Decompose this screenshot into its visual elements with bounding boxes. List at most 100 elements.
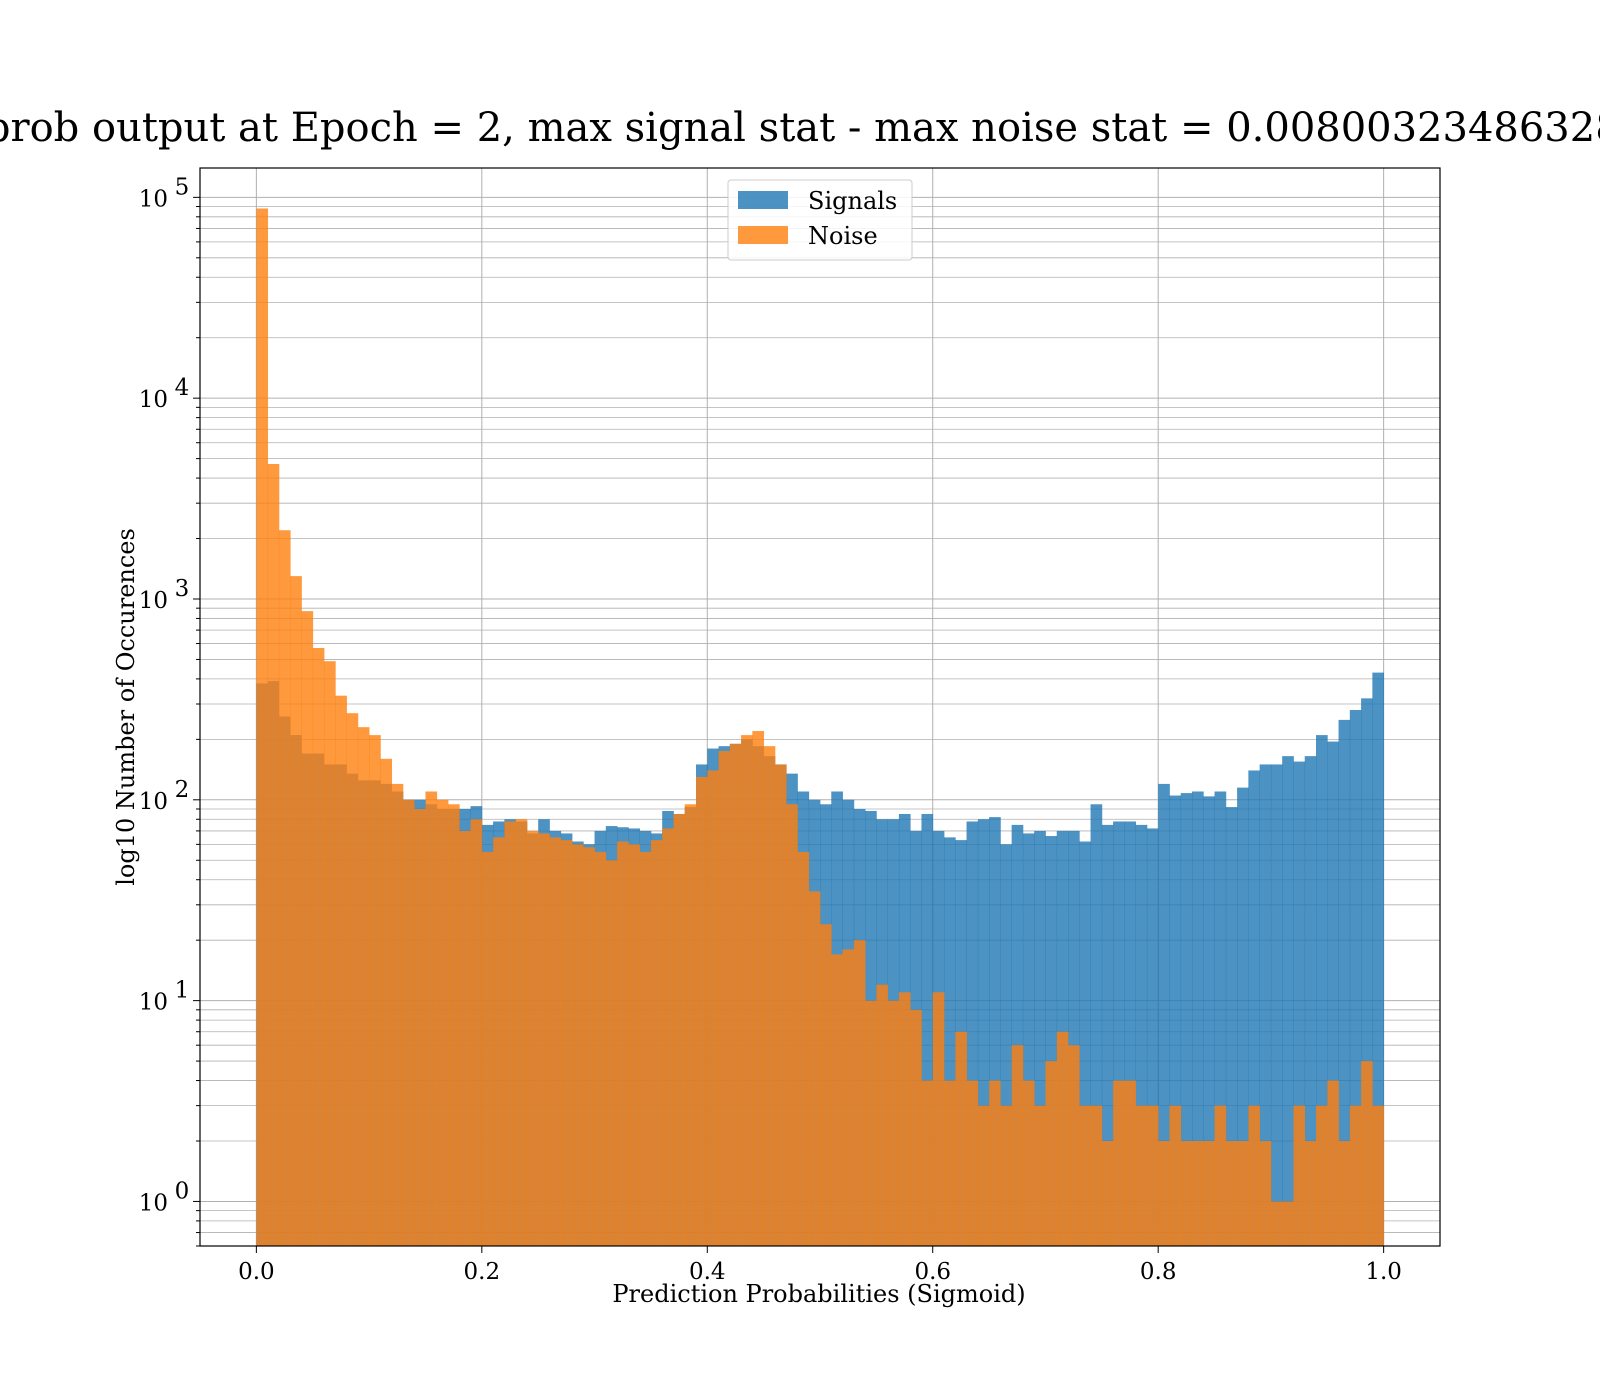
histogram-bar: [752, 731, 765, 1246]
histogram-bar: [290, 576, 302, 1246]
histogram-bar: [1022, 1080, 1035, 1246]
histogram-bar: [1045, 1061, 1058, 1246]
histogram-bar: [414, 808, 426, 1246]
histogram-bar: [1225, 1140, 1238, 1246]
plot-frame: [199, 167, 1441, 1247]
histogram-bar: [808, 891, 821, 1246]
histogram-bar: [402, 799, 415, 1246]
histogram-bar: [1237, 1140, 1249, 1246]
series-noise: [256, 208, 1385, 1247]
histogram-bar: [1248, 770, 1261, 1246]
histogram-bar: [1316, 735, 1328, 1246]
histogram-bar: [436, 799, 449, 1246]
histogram-bar: [1011, 1045, 1024, 1246]
histogram-bar: [1361, 1061, 1373, 1246]
histogram-bar: [1270, 1201, 1283, 1246]
histogram-bar: [1338, 1140, 1351, 1246]
y-tick-exponent: 3: [175, 576, 190, 602]
histogram-bar: [448, 804, 460, 1246]
histogram-bar: [1101, 1140, 1114, 1246]
histogram-bar: [1214, 1105, 1227, 1246]
histogram-bar: [1169, 1105, 1182, 1246]
y-tick-base: 10: [139, 789, 168, 815]
legend-label-noise: Noise: [808, 222, 878, 250]
histogram-bar: [605, 860, 618, 1246]
histogram-bar: [1079, 1105, 1091, 1246]
histogram-bar: [1169, 795, 1182, 1246]
histogram-bar: [1304, 756, 1317, 1246]
histogram-bar: [391, 783, 404, 1246]
histogram-bar: [594, 851, 607, 1246]
histogram-bar: [1237, 787, 1249, 1246]
histogram-bar: [324, 661, 336, 1246]
histogram-bar: [1192, 791, 1204, 1246]
histogram-bar: [1180, 1140, 1193, 1246]
histogram-bar: [425, 791, 438, 1246]
histogram-bar: [1180, 793, 1193, 1246]
histogram-bar: [1248, 1105, 1261, 1246]
legend: Signals Noise: [727, 179, 913, 261]
histogram-bar: [774, 764, 787, 1246]
histogram-bar: [696, 776, 708, 1246]
histogram-bar: [910, 1009, 922, 1246]
histogram-bar: [1000, 844, 1013, 1246]
histogram-bar: [1090, 1105, 1103, 1246]
histogram-bar: [718, 751, 731, 1246]
histogram-bar: [1259, 764, 1272, 1246]
histogram-bar: [1079, 841, 1091, 1246]
histogram-bar: [955, 1031, 967, 1246]
histogram-bar: [369, 735, 381, 1246]
histogram-bar: [1113, 1080, 1125, 1246]
histogram-bar: [1022, 833, 1035, 1246]
histogram-bar: [1349, 710, 1362, 1246]
histogram-bar: [1214, 791, 1227, 1246]
histogram-bar: [560, 840, 573, 1246]
x-axis-label: Prediction Probabilities (Sigmoid): [612, 1280, 1025, 1308]
histogram-bar: [650, 840, 663, 1246]
histogram-bar: [1327, 741, 1339, 1246]
histogram-bar: [853, 940, 866, 1246]
histogram-bar: [1090, 804, 1103, 1246]
x-tick-label: 0.0: [238, 1259, 275, 1285]
histogram-bars: [256, 208, 1385, 1247]
histogram-bar: [977, 819, 990, 1246]
histogram-bar: [1045, 836, 1058, 1246]
x-tick-label: 0.8: [1140, 1259, 1177, 1285]
histogram-bar: [1372, 672, 1385, 1246]
histogram-bar: [944, 837, 956, 1246]
y-tick-exponent: 2: [175, 777, 190, 803]
histogram-bar: [1316, 1105, 1328, 1246]
histogram-bar: [1101, 824, 1114, 1246]
histogram-bar: [932, 992, 945, 1246]
histogram-bar: [1293, 1105, 1306, 1246]
histogram-bar: [865, 1000, 877, 1246]
histogram-bar: [278, 530, 291, 1246]
histogram-bar: [1068, 830, 1080, 1246]
histogram-bar: [256, 208, 269, 1247]
y-axis-label: log10 Number of Occurences: [112, 528, 140, 886]
histogram-bar: [1372, 1105, 1385, 1246]
legend-label-signals: Signals: [808, 187, 897, 215]
histogram-bar: [898, 992, 911, 1246]
y-tick-exponent: 1: [175, 978, 190, 1004]
x-tick-label: 1.0: [1365, 1259, 1402, 1285]
histogram-bar: [786, 804, 798, 1246]
histogram-bar: [1135, 824, 1148, 1246]
histogram-bar: [1068, 1045, 1080, 1246]
histogram-bar: [944, 1080, 956, 1246]
y-tick-base: 10: [139, 186, 168, 212]
histogram-bar: [1349, 1105, 1362, 1246]
histogram-bar: [1158, 1140, 1170, 1246]
histogram-bar: [380, 758, 393, 1246]
histogram-bar: [887, 1000, 900, 1246]
y-tick-exponent: 4: [175, 375, 190, 401]
histogram-bar: [662, 828, 674, 1246]
legend-swatch-noise: [738, 226, 788, 244]
histogram-bar: [538, 833, 550, 1246]
histogram-bar: [549, 837, 562, 1246]
histogram-bar: [842, 949, 855, 1246]
y-tick-label: 10: [139, 588, 168, 614]
histogram-bar: [1293, 761, 1306, 1246]
